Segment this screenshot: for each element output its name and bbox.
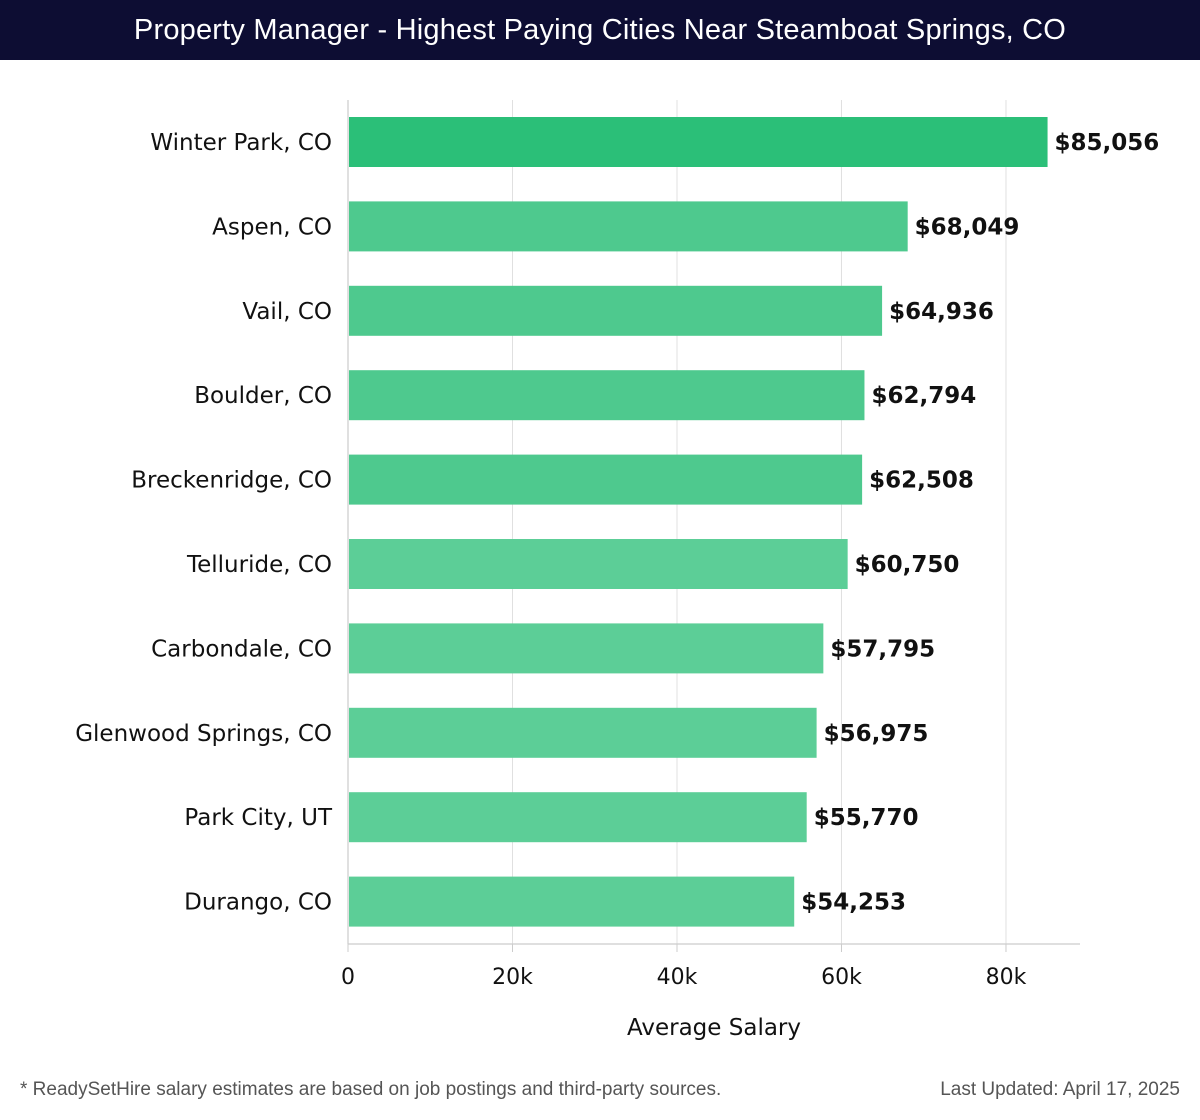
bar [349, 623, 824, 674]
category-label: Carbondale, CO [151, 636, 332, 662]
x-axis-title: Average Salary [627, 1015, 801, 1041]
bar [349, 707, 817, 758]
bar [349, 792, 807, 843]
category-label: Glenwood Springs, CO [75, 721, 332, 747]
x-tick-label: 20k [492, 965, 533, 990]
category-label: Vail, CO [242, 299, 332, 325]
value-label: $62,794 [871, 383, 976, 409]
value-label: $55,770 [814, 805, 919, 831]
category-label: Durango, CO [184, 890, 332, 916]
x-tick-label: 40k [657, 965, 698, 990]
bars [349, 117, 1048, 927]
category-label: Boulder, CO [194, 383, 332, 409]
value-label: $57,795 [830, 636, 935, 662]
value-label: $85,056 [1055, 130, 1160, 156]
value-label: $68,049 [915, 214, 1020, 240]
bar [349, 201, 908, 252]
bar [349, 370, 865, 421]
category-label: Breckenridge, CO [131, 468, 332, 494]
bar [349, 454, 863, 505]
x-tick-label: 60k [821, 965, 862, 990]
value-label: $60,750 [855, 552, 960, 578]
chart-title: Property Manager - Highest Paying Cities… [0, 0, 1200, 60]
axes [347, 100, 1080, 952]
category-label: Aspen, CO [212, 214, 332, 240]
category-label: Telluride, CO [186, 552, 332, 578]
bar [349, 876, 795, 927]
category-label: Winter Park, CO [150, 130, 332, 156]
value-label: $54,253 [801, 890, 906, 916]
value-label: $64,936 [889, 299, 994, 325]
bar [349, 117, 1048, 167]
x-tick-label: 0 [341, 965, 355, 990]
footer-note: * ReadySetHire salary estimates are base… [20, 1079, 722, 1100]
value-label: $62,508 [869, 468, 974, 494]
bar [349, 539, 848, 589]
value-label: $56,975 [824, 721, 929, 747]
category-label: Park City, UT [184, 805, 333, 831]
salary-bar-chart: 0 20k 40k 60k 80k Winter Park, CO $85,056 Aspen… [75, 100, 1159, 1041]
last-updated: Last Updated: April 17, 2025 [940, 1079, 1180, 1100]
bar [349, 285, 883, 336]
labels: 0 20k 40k 60k 80k Winter Park, CO $85,056 Aspen… [75, 130, 1159, 1041]
x-tick-label: 80k [986, 965, 1027, 990]
